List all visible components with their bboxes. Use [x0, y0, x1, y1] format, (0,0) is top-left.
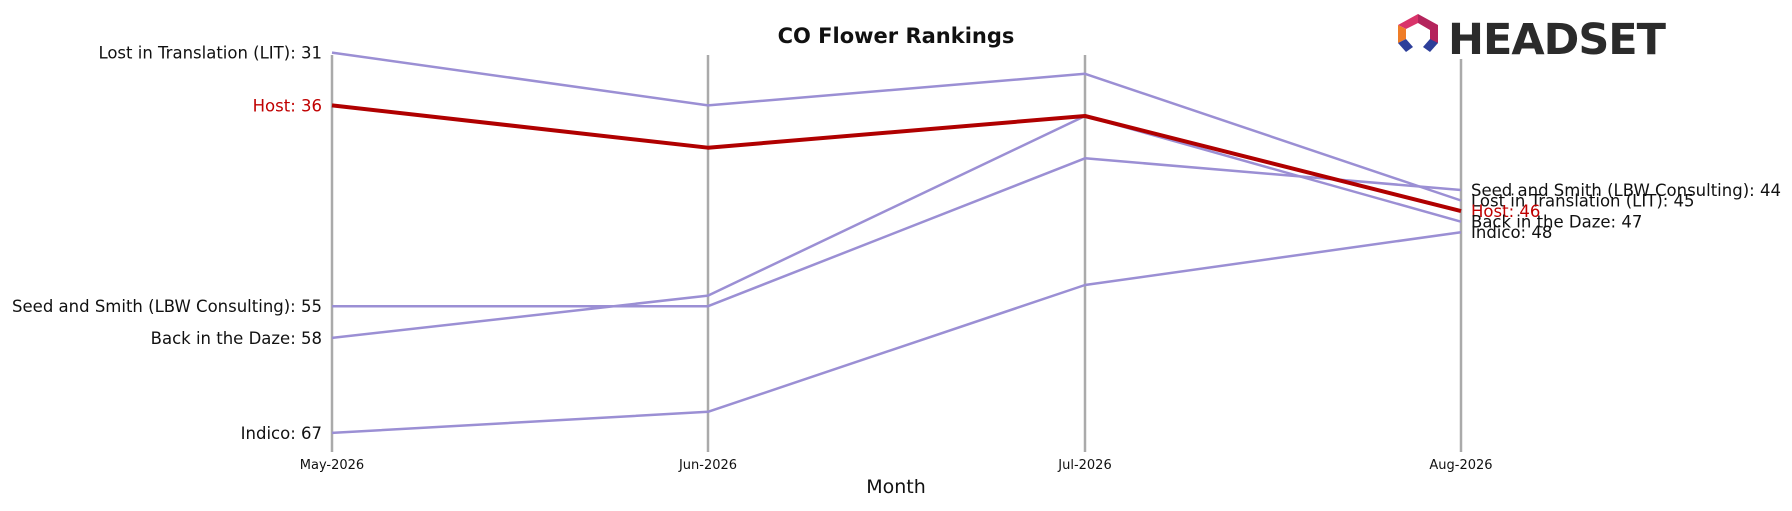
end-label-lost-in-translation-lit: Lost in Translation (LIT): 45 [1471, 192, 1695, 211]
x-tick-label: Jul-2026 [1057, 458, 1111, 473]
logo-text: HEADSET [1448, 15, 1667, 65]
series-line-lost-in-translation-lit [331, 51, 1462, 202]
end-label-host: Host: 46 [1471, 202, 1540, 221]
month-gridlines [330, 55, 1463, 452]
x-tick-label: Aug-2026 [1429, 458, 1492, 473]
x-axis-label: Month [866, 476, 926, 498]
start-label-host: Host: 36 [253, 96, 322, 115]
series-labels: Lost in Translation (LIT): 31 Lost in Tra… [12, 44, 1781, 443]
series-lines [331, 51, 1462, 435]
start-label-seed-and-smith-lbw-consulting: Seed and Smith (LBW Consulting): 55 [12, 297, 322, 316]
series-line-host [331, 103, 1462, 214]
series-line-back-in-the-daze [331, 114, 1462, 340]
headset-hexagon-logo-icon [1398, 14, 1438, 52]
headset-logo: HEADSET [1398, 14, 1668, 65]
chart-title: CO Flower Rankings [778, 24, 1015, 48]
start-label-back-in-the-daze: Back in the Daze: 58 [151, 329, 322, 348]
x-tick-label: Jun-2026 [678, 458, 737, 473]
x-axis-ticks: May-2026 Jun-2026 Jul-2026 Aug-2026 [300, 458, 1493, 473]
start-label-lost-in-translation-lit: Lost in Translation (LIT): 31 [98, 44, 322, 63]
x-tick-label: May-2026 [300, 458, 364, 473]
series-line-seed-and-smith-lbw-consulting [332, 157, 1462, 308]
series-line-indico [331, 230, 1462, 435]
end-label-indico: Indico: 48 [1471, 223, 1552, 242]
end-label-back-in-the-daze: Back in the Daze: 47 [1471, 213, 1642, 232]
end-label-seed-and-smith-lbw-consulting: Seed and Smith (LBW Consulting): 44 [1471, 181, 1781, 200]
start-label-indico: Indico: 67 [241, 424, 322, 443]
